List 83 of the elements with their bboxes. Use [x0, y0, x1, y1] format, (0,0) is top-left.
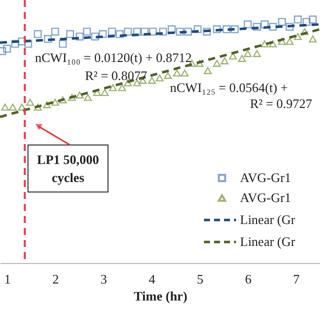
x-tick-label: 1 — [4, 272, 11, 286]
point — [18, 104, 26, 111]
point — [148, 76, 156, 84]
point — [34, 30, 42, 38]
point — [244, 50, 252, 58]
point — [260, 40, 269, 48]
point — [300, 28, 309, 36]
point — [76, 32, 84, 40]
annotation: LP1 50,000 cycles — [36, 152, 100, 185]
point — [43, 101, 51, 108]
point — [252, 50, 261, 58]
x-axis-title: Time (hr) — [134, 288, 188, 304]
x-tick-label: 7 — [293, 272, 300, 286]
point — [286, 22, 294, 31]
point — [286, 38, 294, 45]
point — [148, 28, 157, 36]
point — [194, 25, 202, 34]
x-tick-label: 5 — [196, 272, 204, 286]
point — [202, 28, 211, 36]
point — [91, 32, 100, 40]
point — [118, 84, 126, 92]
point — [212, 25, 221, 34]
point — [244, 20, 252, 28]
point — [308, 35, 317, 42]
legend-label: Linear (Gr — [240, 212, 296, 227]
point — [308, 16, 317, 24]
legend-label: AVG-Gr1 — [240, 170, 292, 185]
point — [26, 98, 34, 106]
point — [220, 57, 229, 64]
annotation: nCWI₁₂₅ = 0.0564(t) + — [170, 80, 288, 95]
point — [164, 72, 172, 79]
x-tick-label: 4 — [148, 272, 156, 286]
point — [278, 38, 286, 45]
point — [180, 70, 189, 77]
point — [34, 104, 42, 111]
point — [116, 30, 124, 38]
point — [159, 28, 167, 36]
point — [51, 98, 60, 106]
point — [82, 28, 91, 36]
point — [278, 18, 286, 26]
annotation: nCWI₁₀₀ = 0.0120(t) + 0.8712 — [35, 50, 192, 65]
point — [68, 94, 76, 101]
point — [58, 40, 67, 48]
point — [268, 22, 277, 31]
point — [252, 22, 261, 31]
legend-label: Linear (Gr — [240, 234, 296, 249]
point — [58, 96, 67, 104]
annotation: R² = 0.9727 — [250, 96, 313, 111]
point — [228, 52, 237, 60]
point — [84, 94, 92, 101]
point — [66, 30, 74, 38]
point — [44, 35, 52, 43]
point — [302, 18, 310, 26]
point — [184, 28, 192, 36]
point — [3, 44, 11, 53]
point — [98, 30, 107, 38]
x-tick-label: 6 — [245, 272, 252, 286]
legend-label: AVG-Gr1 — [240, 190, 292, 205]
point — [1, 104, 10, 111]
point — [76, 91, 84, 98]
x-tick-label: 3 — [100, 272, 108, 286]
point — [222, 25, 231, 34]
x-tick-label: 2 — [52, 272, 59, 286]
point — [238, 54, 246, 62]
point — [294, 33, 302, 40]
point — [108, 84, 117, 92]
point — [294, 16, 302, 24]
point — [204, 67, 212, 74]
annotation: R² = 0.8077 — [85, 68, 148, 83]
point — [156, 74, 164, 82]
point — [8, 104, 17, 111]
point — [124, 28, 132, 36]
point — [51, 28, 60, 36]
point — [212, 60, 221, 67]
point — [268, 40, 277, 48]
point — [11, 40, 20, 48]
point — [176, 28, 184, 36]
point — [230, 25, 239, 34]
point — [100, 89, 109, 96]
point — [18, 37, 26, 46]
point — [173, 70, 181, 77]
point — [108, 28, 116, 36]
point — [196, 60, 204, 67]
